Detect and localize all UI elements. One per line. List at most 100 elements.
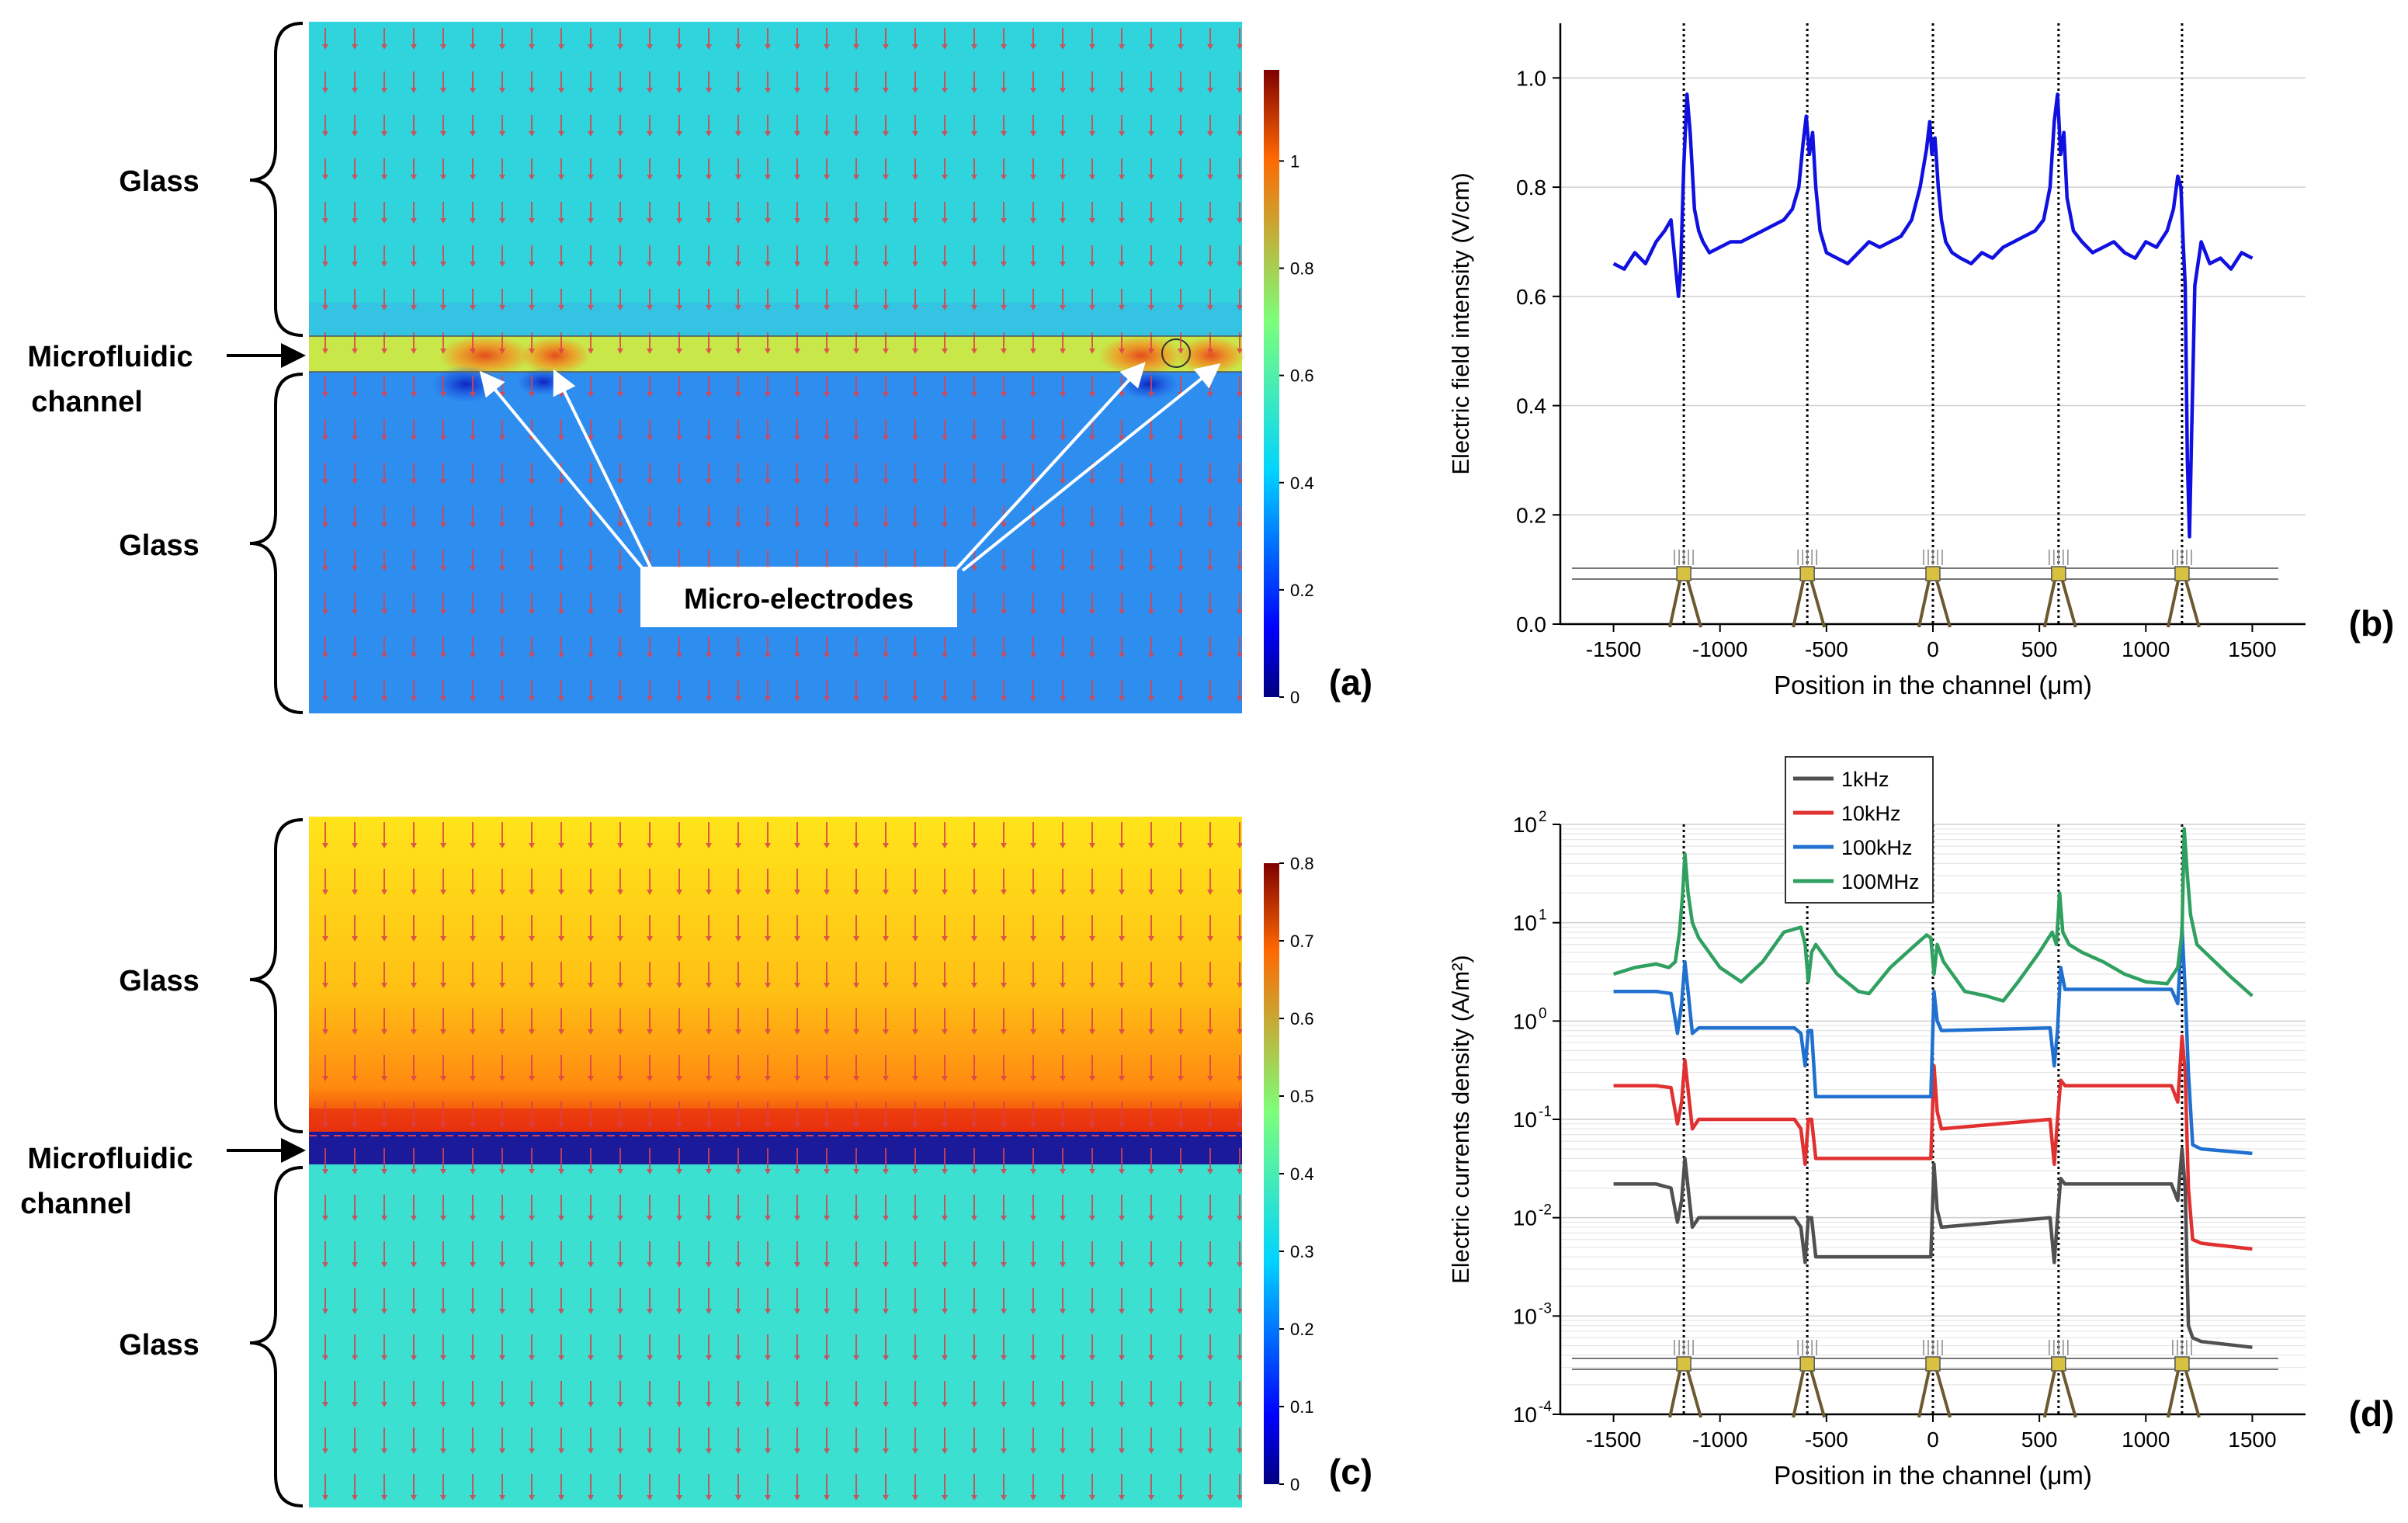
panel-c-channel-label-1: Microfluidic [27,1143,193,1175]
d-cartoon-lead-right [2184,1370,2201,1418]
panel-a: Micro-electrodes Glass Glass Microfluidi… [27,22,1372,714]
b-y-tick-label: 0.4 [1516,394,1546,418]
d-x-tick-label: 1500 [2228,1428,2276,1452]
b-cartoon-lead-left [2166,580,2180,628]
panel-c-colorbar [1264,863,1279,1484]
panel-a-pointer-2 [553,369,654,571]
b-cartoon-lead-left [1917,580,1931,628]
d-y-tick-exponent: -3 [1539,1300,1552,1317]
b-x-tick-label: -1500 [1586,637,1642,661]
b-y-axis-label: Electric field intensity (V/cm) [1447,172,1474,474]
c-colorbar-tick-label: 0.1 [1290,1397,1314,1417]
b-x-tick-label: 1000 [2122,637,2170,661]
b-x-tick-label: -500 [1805,637,1848,661]
a-colorbar-tick-label: 1 [1290,151,1299,171]
a-colorbar-tick-label: 0.2 [1290,581,1314,600]
b-y-tick-label: 0.2 [1516,503,1546,527]
d-y-tick-exponent: 2 [1539,809,1547,825]
d-y-tick-label: 10 [1513,1206,1537,1230]
d-y-tick-exponent: -4 [1539,1399,1552,1415]
d-legend-label: 100kHz [1841,836,1913,859]
panel-a-electrodes-label: Micro-electrodes [684,583,914,615]
d-cartoon-electrode [1676,1356,1691,1372]
b-x-tick-label: 1500 [2228,637,2276,661]
b-cartoon-lead-right [1935,580,1952,628]
d-cartoon-electrode [1925,1356,1941,1372]
d-series-100kHz [1613,925,2253,1156]
d-series-10kHz [1613,1034,2253,1251]
d-x-tick-label: -500 [1805,1428,1848,1452]
a-colorbar-tick-label: 0.4 [1290,474,1314,493]
a-colorbar-tick-label: 0.6 [1290,366,1314,386]
d-x-tick-label: 0 [1927,1428,1939,1452]
b-cartoon-lead-right [1686,580,1703,628]
c-colorbar-tick-label: 0.8 [1290,854,1314,873]
d-cartoon-electrode [1799,1356,1815,1372]
panel-a-glass-bottom-label: Glass [119,529,200,562]
c-colorbar-tick-label: 0.7 [1290,931,1314,951]
b-cartoon-electrode [1799,566,1815,581]
panel-c-brace-top [249,818,304,1133]
d-y-tick-label: 10 [1513,1108,1537,1132]
d-x-tick-label: -1500 [1586,1428,1642,1452]
d-cartoon-electrode [2174,1356,2190,1372]
d-y-tick-exponent: 1 [1539,907,1547,924]
b-cartoon-lead-left [1792,580,1806,628]
chart-b: -1500 -1000 -500 0 500 1000 1500 0.0 0.2 0.4 0.6 0.… [1447,23,2394,699]
d-y-tick-exponent: -1 [1539,1104,1552,1120]
b-panel-label: (b) [2349,603,2395,644]
b-x-axis-label: Position in the channel (μm) [1774,671,2092,699]
d-panel-label: (d) [2349,1393,2395,1434]
b-x-tick-label: 500 [2021,637,2058,661]
b-cartoon-electrode [2051,566,2066,581]
d-y-tick-label: 10 [1513,1403,1537,1427]
panel-c-field-arrows [309,817,1242,1507]
d-x-tick-label: 1000 [2122,1428,2170,1452]
d-legend-label: 10kHz [1841,802,1901,825]
d-cartoon-electrode [2051,1356,2066,1372]
d-y-tick-label: 10 [1513,1304,1537,1328]
d-y-tick-exponent: 0 [1539,1005,1547,1022]
panel-a-colorbar [1264,70,1279,697]
c-colorbar-tick-label: 0.3 [1290,1242,1314,1261]
d-y-tick-label: 10 [1513,813,1537,837]
b-cartoon-electrode [1925,566,1941,581]
d-legend-box [1785,756,1934,904]
a-colorbar-tick-label: 0.8 [1290,259,1314,279]
d-legend-label: 100MHz [1841,870,1920,893]
b-cartoon-lead-left [1668,580,1682,628]
panel-a-brace-top [249,22,304,337]
d-cartoon-lead-left [2166,1370,2180,1418]
b-x-tick-label: 0 [1927,637,1939,661]
b-cartoon-electrode [1676,566,1691,581]
panel-a-colorbar-ticks: 0 0.2 0.4 0.6 0.8 1 [1279,151,1314,707]
panel-a-brace-bottom [249,373,304,714]
d-cartoon-lead-left [1917,1370,1931,1418]
panel-a-glass-top-label: Glass [119,165,200,198]
panel-c: Glass Glass Microfluidic channel 0 0.1 0.2… [20,817,1372,1507]
panel-a-channel-label-1: Microfluidic [27,341,193,373]
d-cartoon-lead-right [1809,1370,1827,1418]
c-colorbar-tick-label: 0.4 [1290,1164,1314,1184]
d-cartoon-lead-left [1668,1370,1682,1418]
b-cartoon-lead-right [1809,580,1827,628]
d-x-tick-label: -1000 [1692,1428,1748,1452]
d-x-axis-label: Position in the channel (μm) [1774,1461,2092,1490]
panel-a-electrodes-label-box [640,567,957,627]
panel-c-label: (c) [1329,1452,1372,1492]
d-series-100MHz [1612,827,2254,1003]
d-legend-label: 1kHz [1841,768,1889,791]
panel-a-pointer-4 [961,363,1221,572]
panel-c-glass-bottom-label: Glass [119,1329,200,1362]
c-colorbar-tick-label: 0.2 [1290,1320,1314,1339]
panel-a-label: (a) [1329,662,1372,703]
d-cartoon-lead-right [2060,1370,2077,1418]
d-x-tick-label: 500 [2021,1428,2058,1452]
panel-c-channel-label-2: channel [20,1188,132,1220]
chart-d: -1500 -1000 -500 0 500 1000 150010-410-310-210… [1447,756,2395,1490]
d-y-axis-label: Electric currents density (A/m²) [1447,955,1474,1284]
b-cartoon-lead-right [2184,580,2201,628]
c-colorbar-tick-label: 0.5 [1290,1087,1314,1106]
b-cartoon-lead-right [2060,580,2077,628]
